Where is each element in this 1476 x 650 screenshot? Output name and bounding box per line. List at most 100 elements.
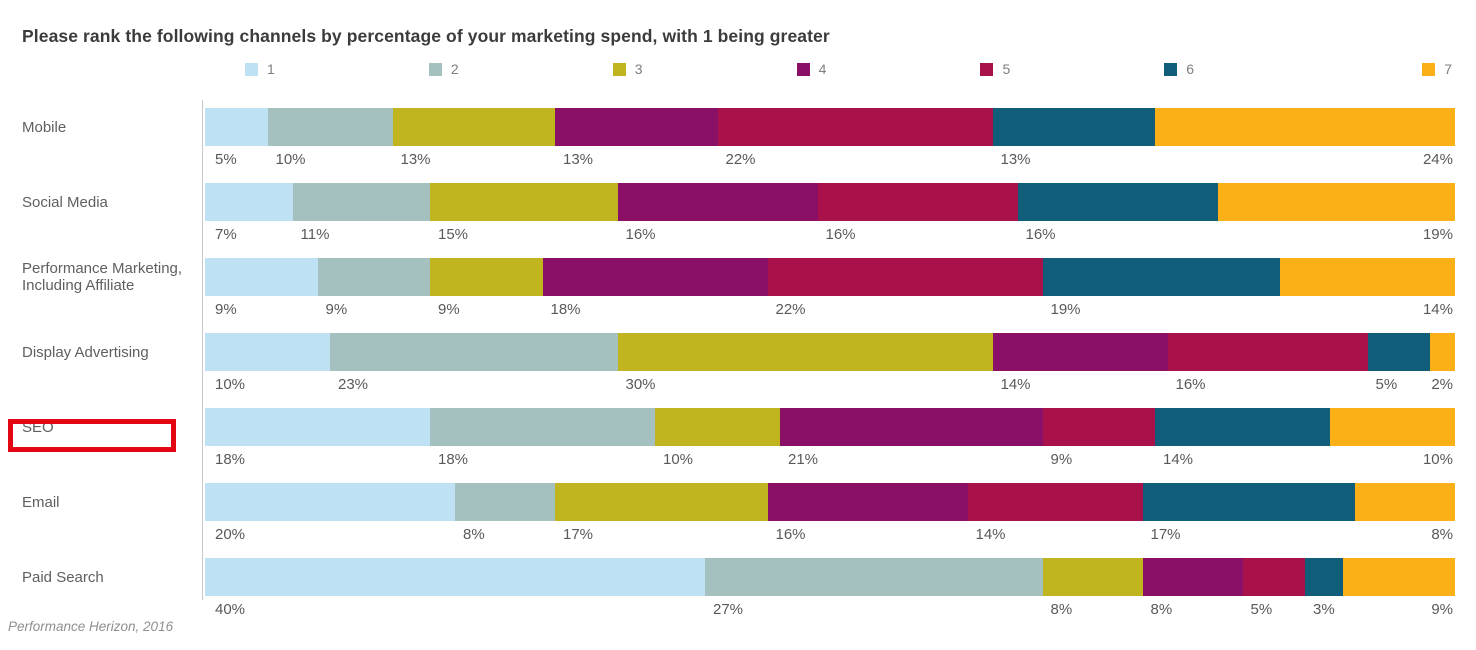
value-label: 17% [1150,526,1181,543]
chart-row-performance-marketing-including-affiliate: Performance Marketing, Including Affilia… [22,250,1455,325]
bar-segment-rank-4[interactable] [617,183,818,221]
bar-segment-rank-4[interactable] [780,408,1043,446]
value-label: 19% [1422,226,1453,243]
bar-segment-rank-7[interactable] [1342,558,1455,596]
stacked-bar [205,483,1455,521]
bar-segment-rank-3[interactable] [430,183,618,221]
value-label: 8% [1050,601,1073,618]
bar-segment-rank-2[interactable] [705,558,1043,596]
value-labels: 5% 10% 13% 13% 22% 13% 24% [205,151,1455,169]
value-label: 13% [563,151,594,168]
bar-segment-rank-4[interactable] [992,333,1168,371]
bar-segment-rank-5[interactable] [1167,333,1368,371]
value-label: 9% [438,301,460,318]
value-label: 17% [563,526,594,543]
bar-segment-rank-1[interactable] [205,483,455,521]
value-label: 15% [438,226,469,243]
category-label-display-advertising[interactable]: Display Advertising [22,343,149,361]
bar-segment-rank-5[interactable] [817,183,1018,221]
bar-segment-rank-4[interactable] [555,108,718,146]
bar-segment-rank-5[interactable] [967,483,1143,521]
value-label: 11% [300,226,330,243]
legend-item-rank-4[interactable]: 4 [757,61,941,77]
category-label-social-media[interactable]: Social Media [22,193,108,211]
value-label: 5% [215,151,237,168]
bar-segment-rank-1[interactable] [205,183,293,221]
bar-segment-rank-6[interactable] [992,108,1155,146]
bar-segment-rank-2[interactable] [317,258,430,296]
category-label-paid-search[interactable]: Paid Search [22,568,104,586]
stacked-bar [205,558,1455,596]
value-label: 16% [1175,376,1206,393]
value-label: 9% [1050,451,1073,468]
bar-segment-rank-6[interactable] [1305,558,1343,596]
bar-segment-rank-2[interactable] [455,483,555,521]
source-caption: Performance Herizon, 2016 [8,619,174,634]
bar-segment-rank-2[interactable] [330,333,618,371]
bar-segment-rank-7[interactable] [1355,483,1455,521]
bar-segment-rank-3[interactable] [617,333,993,371]
legend-item-rank-7[interactable]: 7 [1308,61,1455,77]
bar-segment-rank-6[interactable] [1042,258,1280,296]
bar-segment-rank-7[interactable] [1280,258,1455,296]
chart-row-email: Email 20% 8% 17% 16% 14% 17% 8% [22,475,1455,550]
legend-item-label: 5 [1002,61,1011,77]
bar-segment-rank-6[interactable] [1155,408,1330,446]
bar-segment-rank-1[interactable] [205,558,705,596]
value-label: 14% [1163,451,1194,468]
category-label-performance-marketing-including-affiliate[interactable]: Performance Marketing, Including Affilia… [22,260,183,294]
bar-segment-rank-2[interactable] [267,108,393,146]
bar-segment-rank-4[interactable] [542,258,768,296]
bar-segment-rank-4[interactable] [1142,558,1243,596]
value-label: 10% [663,451,694,468]
bar-segment-rank-2[interactable] [430,408,655,446]
value-labels: 10% 23% 30% 14% 16% 5% 2% [205,376,1455,394]
bar-segment-rank-1[interactable] [205,108,268,146]
value-labels: 20% 8% 17% 16% 14% 17% 8% [205,526,1455,544]
value-label: 13% [400,151,431,168]
highlight-box [8,419,176,452]
value-label: 19% [1050,301,1081,318]
bar-segment-rank-1[interactable] [205,408,430,446]
bar-segment-rank-6[interactable] [1367,333,1430,371]
bar-segment-rank-5[interactable] [1042,408,1155,446]
chart-row-paid-search: Paid Search 40% 27% 8% 8% 5% 3% 9% [22,550,1455,625]
category-label-email[interactable]: Email [22,493,60,511]
value-label: 18% [438,451,469,468]
legend-item-rank-3[interactable]: 3 [573,61,757,77]
stacked-bar [205,258,1455,296]
legend-swatch-icon [1164,62,1178,76]
bar-segment-rank-3[interactable] [655,408,780,446]
legend-item-rank-2[interactable]: 2 [389,61,573,77]
legend-swatch-icon [1422,62,1436,76]
bar-segment-rank-3[interactable] [1042,558,1143,596]
legend-item-rank-6[interactable]: 6 [1124,61,1308,77]
bar-segment-rank-4[interactable] [767,483,968,521]
value-label: 30% [625,376,656,393]
bar-segment-rank-6[interactable] [1142,483,1355,521]
value-label: 10% [215,376,246,393]
bar-segment-rank-6[interactable] [1017,183,1218,221]
legend-item-rank-1[interactable]: 1 [205,61,389,77]
bar-segment-rank-7[interactable] [1430,333,1455,371]
bar-segment-rank-7[interactable] [1155,108,1455,146]
stacked-bar [205,333,1455,371]
stacked-bar [205,183,1455,221]
bar-segment-rank-2[interactable] [292,183,430,221]
value-label: 3% [1313,601,1335,618]
value-label: 9% [215,301,237,318]
bar-segment-rank-1[interactable] [205,333,330,371]
bar-segment-rank-7[interactable] [1217,183,1455,221]
bar-segment-rank-5[interactable] [1242,558,1305,596]
bar-segment-rank-3[interactable] [392,108,555,146]
bar-segment-rank-1[interactable] [205,258,318,296]
bar-segment-rank-5[interactable] [767,258,1043,296]
bar-segment-rank-3[interactable] [555,483,768,521]
bar-segment-rank-7[interactable] [1330,408,1455,446]
bar-segment-rank-5[interactable] [717,108,993,146]
bar-segment-rank-3[interactable] [430,258,543,296]
category-label-mobile[interactable]: Mobile [22,118,67,136]
value-label: 16% [825,226,856,243]
chart-row-display-advertising: Display Advertising 10% 23% 30% 14% 16% 5% 2% [22,325,1455,400]
legend-item-rank-5[interactable]: 5 [940,61,1124,77]
